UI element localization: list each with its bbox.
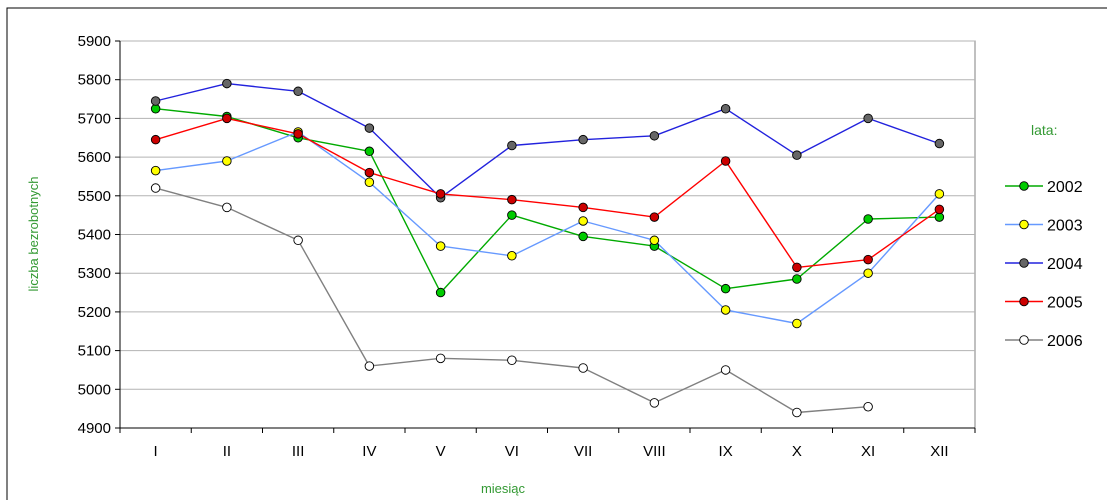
- data-point-2003: [364, 177, 375, 188]
- data-point-2003: [578, 216, 588, 226]
- y-tick-label: 4900: [78, 420, 111, 437]
- y-tick-label: 5500: [78, 188, 111, 205]
- data-point-2005: [293, 129, 303, 139]
- legend-marker-2002: [1019, 181, 1029, 191]
- legend-label-2006: 2006: [1047, 333, 1083, 350]
- x-tick-label: XII: [930, 443, 948, 460]
- data-point-2004: [507, 140, 517, 151]
- y-tick-label: 5300: [78, 265, 111, 282]
- series-markers: [150, 78, 945, 418]
- data-point-2005: [934, 204, 945, 215]
- x-tick-label: VII: [574, 443, 592, 460]
- x-tick-label: III: [292, 443, 305, 460]
- data-point-2005: [792, 262, 802, 273]
- data-point-2006: [222, 202, 232, 213]
- data-point-2006: [293, 235, 303, 246]
- data-point-2004: [649, 131, 660, 141]
- data-point-2003: [934, 189, 945, 199]
- x-tick-label: I: [154, 443, 158, 460]
- data-point-2003: [649, 235, 660, 246]
- y-tick-label: 5400: [78, 227, 111, 244]
- data-point-2005: [863, 254, 873, 265]
- legend-marker-2005: [1019, 296, 1029, 307]
- data-point-2006: [578, 363, 588, 373]
- legend-marker-2004: [1019, 258, 1029, 268]
- data-point-2006: [435, 353, 446, 364]
- chart-border: [6, 7, 1107, 500]
- series-line-2002: [155, 108, 940, 294]
- x-tick-label: IX: [719, 443, 733, 460]
- data-point-2004: [150, 96, 161, 106]
- data-point-2006: [364, 361, 375, 371]
- data-point-2002: [507, 210, 517, 220]
- x-tick-label: VI: [505, 443, 519, 460]
- data-point-2003: [435, 241, 446, 251]
- legend-label-2004: 2004: [1047, 256, 1083, 273]
- x-tick-label: IV: [362, 443, 376, 460]
- data-point-2003: [863, 268, 873, 278]
- data-point-2004: [792, 150, 802, 160]
- y-tick-label: 5100: [78, 343, 111, 360]
- data-point-2005: [222, 113, 232, 124]
- axes: [115, 40, 976, 433]
- data-point-2002: [364, 146, 375, 157]
- data-point-2002: [578, 231, 588, 242]
- data-point-2002: [792, 274, 802, 284]
- data-point-2006: [507, 355, 517, 366]
- legend-marker-2006: [1019, 335, 1029, 345]
- legend-label-2002: 2002: [1047, 179, 1083, 196]
- legend-label-2003: 2003: [1047, 218, 1083, 235]
- y-tick-label: 5200: [78, 304, 111, 321]
- series-line-2004: [155, 82, 940, 199]
- x-tick-label: X: [792, 443, 802, 460]
- y-tick-label: 5600: [78, 149, 111, 166]
- data-point-2005: [578, 202, 588, 213]
- x-tick-label: V: [436, 443, 446, 460]
- legend-marker-2003: [1019, 219, 1029, 230]
- data-point-2004: [934, 138, 945, 149]
- data-point-2005: [649, 212, 660, 222]
- data-point-2006: [150, 183, 161, 193]
- series-line-2003: [155, 131, 940, 325]
- data-point-2006: [720, 365, 731, 375]
- tick-labels: 4900 5000 5100 5200 5300 5400 5500 5600 5700 5800…: [78, 33, 949, 460]
- data-point-2006: [792, 407, 802, 418]
- data-point-2004: [863, 113, 873, 124]
- y-tick-label: 5800: [78, 72, 111, 89]
- data-point-2005: [150, 134, 161, 145]
- x-axis-title: miesiąc: [481, 481, 526, 496]
- data-point-2002: [863, 214, 873, 224]
- series-line-2005: [155, 117, 940, 269]
- data-point-2002: [435, 287, 446, 298]
- data-point-2004: [222, 78, 232, 89]
- data-point-2004: [364, 123, 375, 133]
- data-point-2003: [150, 165, 161, 176]
- data-point-2003: [507, 251, 517, 261]
- y-tick-label: 5000: [78, 381, 111, 398]
- y-tick-label: 5900: [78, 33, 111, 50]
- data-point-2006: [863, 401, 873, 412]
- data-point-2005: [720, 156, 731, 166]
- data-point-2005: [507, 194, 517, 205]
- x-tick-label: XI: [861, 443, 875, 460]
- data-point-2005: [435, 189, 446, 199]
- data-point-2004: [578, 134, 588, 145]
- legend-label-2005: 2005: [1047, 295, 1083, 312]
- data-point-2003: [792, 318, 802, 329]
- legend: lata: 2002 2003 2004 2005 2006: [1005, 122, 1083, 350]
- gridlines: [120, 40, 975, 429]
- y-axis-title: liczba bezrobotnych: [26, 177, 41, 292]
- data-point-2002: [720, 283, 731, 294]
- legend-title: lata:: [1031, 122, 1057, 138]
- data-point-2003: [222, 156, 232, 166]
- x-tick-label: II: [223, 443, 231, 460]
- y-tick-label: 5700: [78, 110, 111, 127]
- data-point-2004: [293, 86, 303, 97]
- data-point-2004: [720, 103, 731, 114]
- data-point-2006: [649, 398, 660, 408]
- data-point-2003: [720, 305, 731, 315]
- x-tick-label: VIII: [643, 443, 666, 460]
- data-point-2005: [364, 167, 375, 178]
